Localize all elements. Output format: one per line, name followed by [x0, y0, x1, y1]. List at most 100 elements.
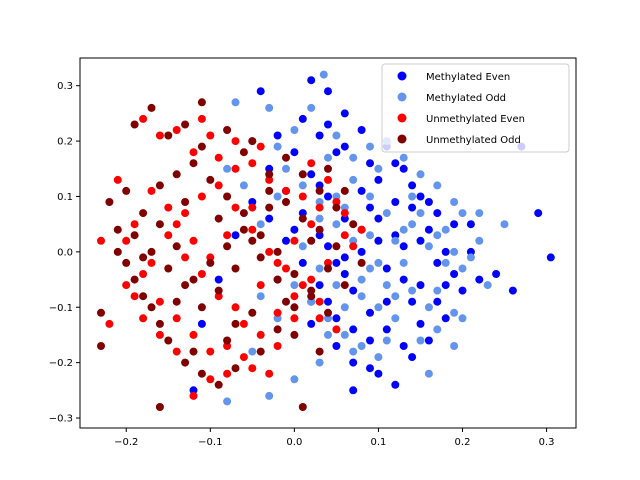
data-point	[282, 297, 290, 306]
data-point	[155, 181, 164, 190]
data-point	[324, 258, 332, 267]
data-point	[332, 192, 341, 201]
data-point	[214, 380, 223, 389]
data-point	[382, 264, 391, 273]
data-point	[298, 181, 307, 190]
data-point	[139, 209, 148, 218]
data-point	[290, 303, 299, 312]
data-point	[290, 225, 299, 234]
data-point	[340, 203, 349, 212]
data-point	[450, 220, 459, 229]
data-point	[290, 281, 299, 290]
data-point	[349, 386, 358, 395]
data-point	[391, 231, 400, 240]
data-point	[122, 236, 131, 245]
data-point	[298, 403, 307, 411]
data-point	[307, 170, 316, 179]
data-point	[416, 336, 425, 345]
data-point	[332, 281, 341, 290]
data-point	[433, 181, 442, 190]
data-point	[450, 247, 459, 256]
data-point	[172, 347, 181, 356]
data-point	[399, 342, 408, 350]
data-point	[231, 164, 240, 173]
data-point	[181, 209, 190, 218]
y-tick-label: −0.3	[49, 414, 73, 425]
data-point	[324, 120, 332, 129]
data-point	[340, 142, 349, 151]
data-point	[197, 303, 206, 312]
data-point	[382, 281, 391, 290]
data-point	[357, 186, 366, 195]
data-point	[181, 281, 190, 290]
data-point	[366, 192, 374, 201]
data-point	[324, 314, 332, 323]
data-point	[139, 292, 148, 301]
data-point	[139, 253, 148, 262]
data-point	[324, 330, 332, 339]
data-point	[315, 281, 324, 290]
legend-marker	[397, 92, 407, 102]
data-point	[197, 369, 206, 378]
legend-marker	[397, 71, 407, 81]
data-point	[231, 231, 240, 240]
data-point	[223, 369, 232, 378]
data-point	[324, 297, 332, 306]
data-point	[441, 247, 450, 256]
data-point	[315, 347, 324, 356]
data-point	[458, 209, 467, 218]
data-point	[265, 175, 274, 184]
data-point	[113, 225, 122, 234]
data-point	[214, 292, 223, 301]
data-point	[139, 270, 148, 278]
data-point	[248, 198, 257, 206]
data-point	[214, 275, 223, 284]
data-point	[357, 258, 366, 267]
data-point	[349, 175, 358, 184]
data-point	[290, 126, 299, 134]
data-point	[324, 175, 332, 184]
data-point	[231, 137, 240, 146]
data-point	[441, 258, 450, 267]
data-point	[357, 342, 366, 350]
data-point	[424, 198, 433, 206]
data-point	[349, 358, 358, 367]
data-point	[181, 198, 190, 206]
data-point	[97, 308, 105, 317]
data-point	[534, 209, 543, 218]
data-point	[433, 325, 442, 334]
data-point	[273, 142, 282, 151]
data-point	[239, 181, 248, 190]
data-point	[298, 192, 307, 201]
data-point	[399, 164, 408, 173]
data-point	[424, 336, 433, 345]
data-point	[130, 275, 139, 284]
data-point	[416, 170, 425, 179]
data-point	[290, 314, 299, 323]
data-point	[307, 286, 316, 295]
data-point	[315, 186, 324, 195]
data-point	[382, 209, 391, 218]
data-point	[206, 131, 215, 140]
data-point	[122, 258, 131, 267]
data-point	[319, 70, 328, 79]
axes-frame	[79, 57, 577, 429]
data-point	[206, 175, 215, 184]
legend-marker	[397, 134, 407, 144]
data-point	[113, 247, 122, 256]
data-point	[340, 214, 349, 223]
data-point	[122, 186, 131, 195]
data-point	[324, 308, 332, 317]
data-point	[130, 231, 139, 240]
data-point	[475, 236, 484, 245]
data-point	[155, 297, 164, 306]
data-point	[307, 297, 316, 306]
data-point	[139, 114, 148, 123]
x-tick-label: 0.0	[286, 437, 302, 448]
data-point	[189, 236, 198, 245]
data-point	[315, 198, 324, 206]
data-point	[374, 236, 383, 245]
data-point	[408, 192, 417, 201]
data-point	[408, 181, 417, 190]
